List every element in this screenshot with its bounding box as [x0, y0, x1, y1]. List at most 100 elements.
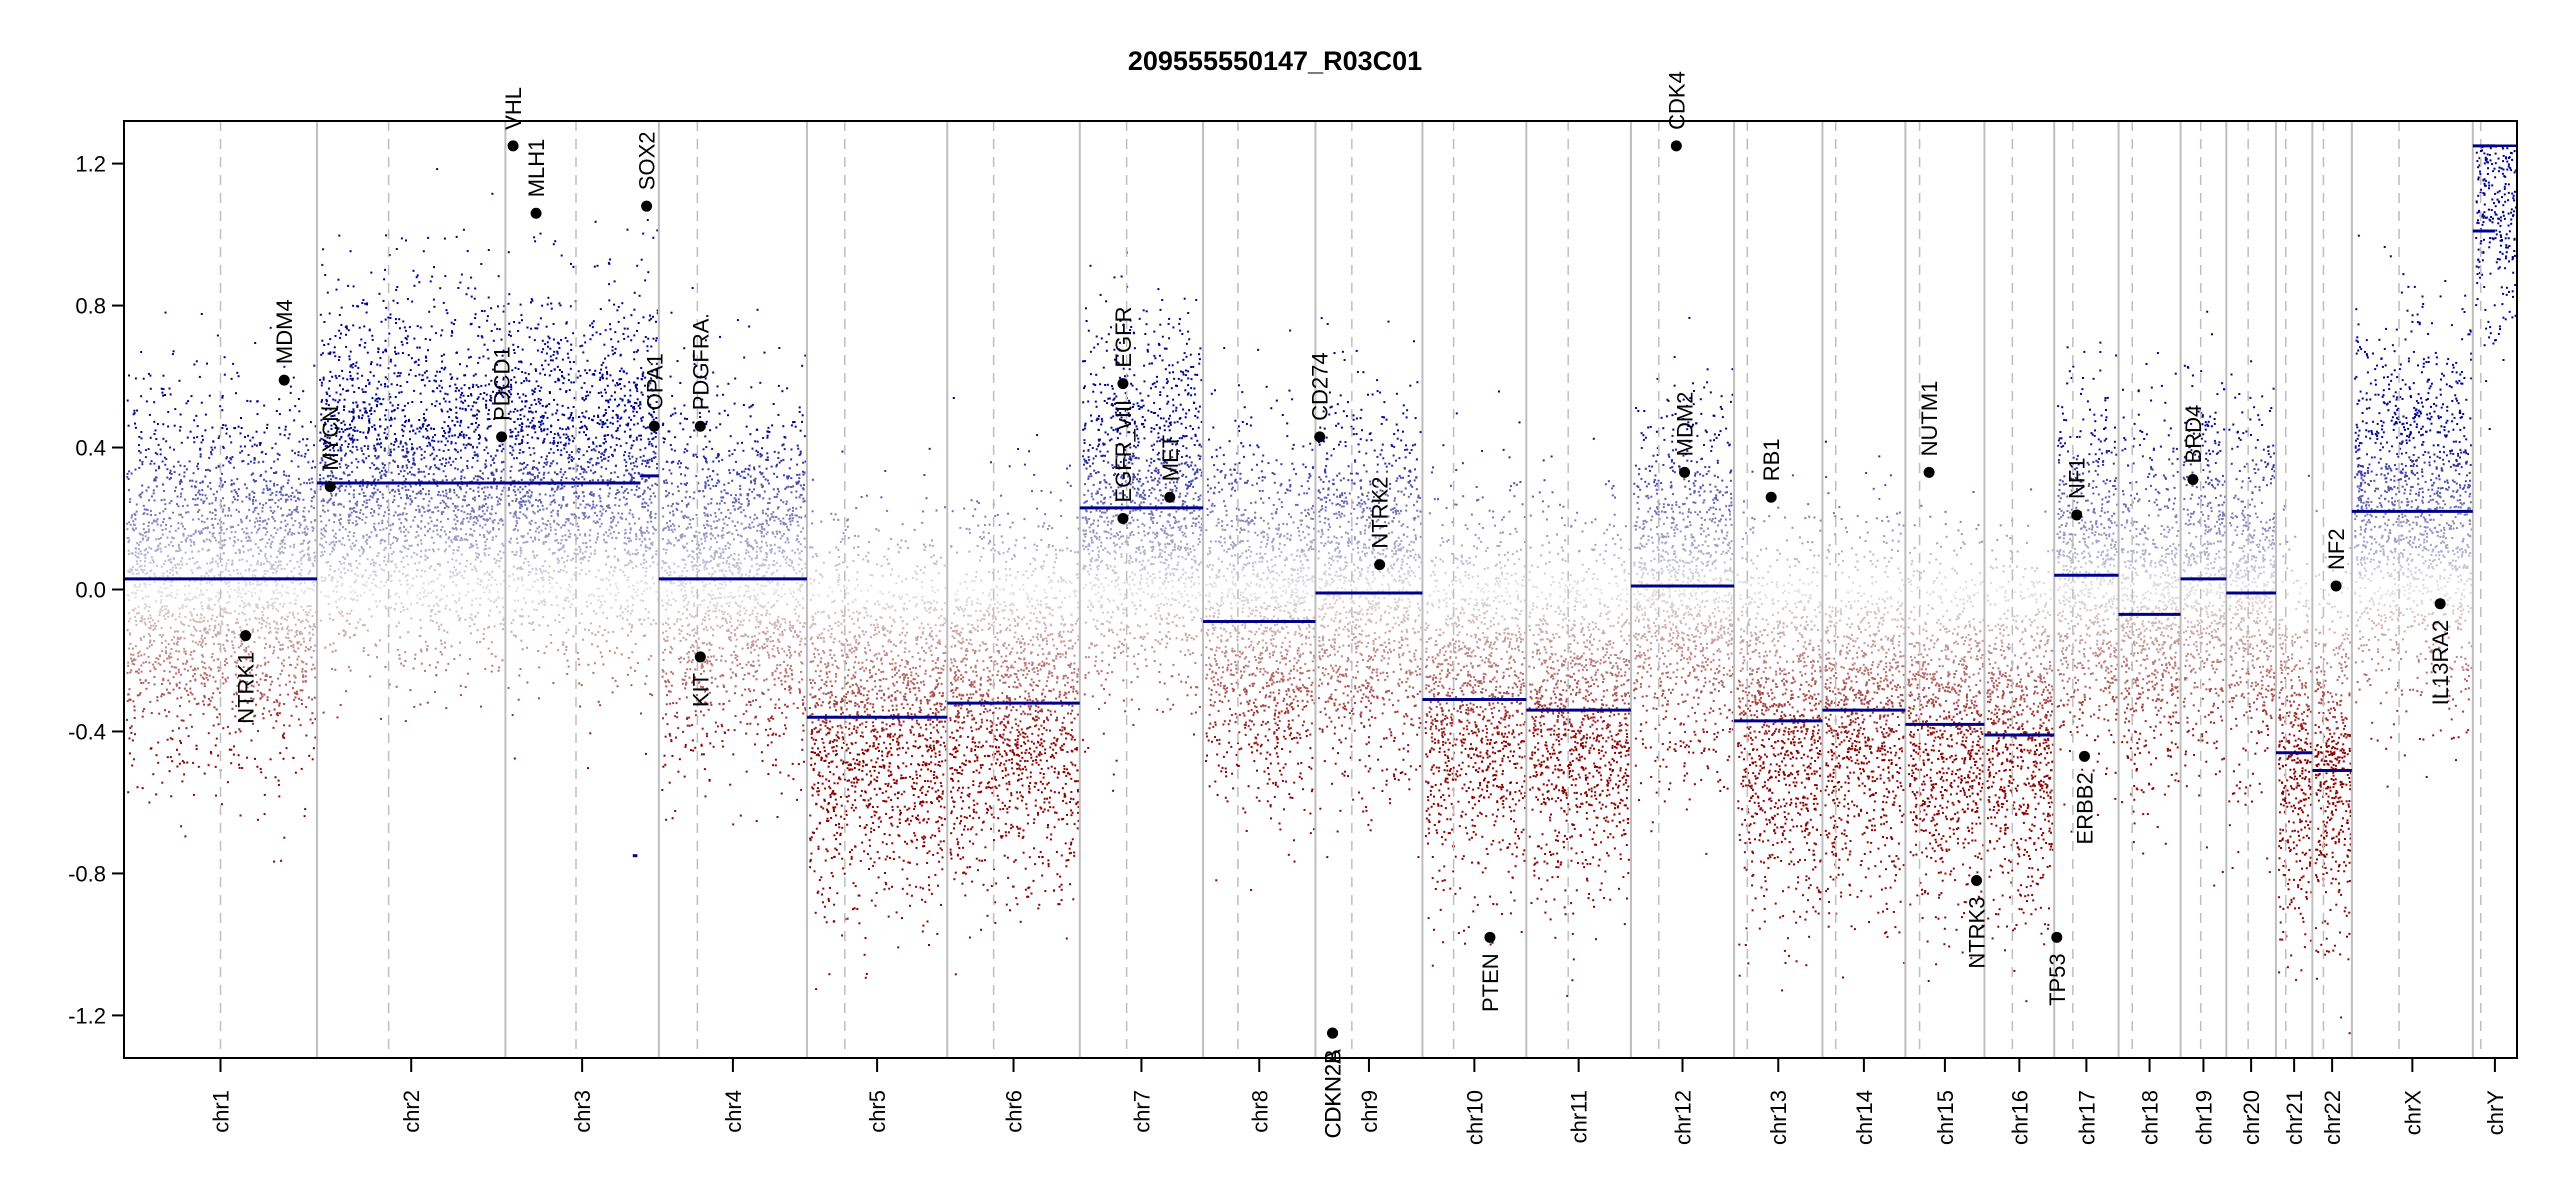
probe-point — [136, 624, 138, 626]
probe-point — [324, 511, 326, 513]
probe-point — [221, 545, 223, 547]
probe-point — [322, 509, 324, 511]
probe-point — [252, 628, 254, 630]
probe-point — [212, 561, 214, 563]
probe-point — [353, 599, 355, 601]
probe-point — [579, 345, 581, 347]
probe-point — [221, 621, 223, 623]
probe-point — [204, 527, 206, 529]
probe-point — [330, 493, 332, 495]
probe-point — [295, 500, 297, 502]
probe-point — [162, 484, 164, 486]
probe-point — [512, 714, 514, 716]
probe-point — [211, 518, 213, 520]
probe-point — [402, 344, 404, 346]
probe-point — [410, 526, 412, 528]
probe-point — [154, 499, 156, 501]
probe-point — [246, 515, 248, 517]
probe-point — [280, 527, 282, 529]
probe-point — [170, 500, 172, 502]
probe-point — [447, 561, 449, 563]
probe-point — [422, 587, 424, 589]
probe-point — [282, 648, 284, 650]
probe-point — [232, 560, 234, 562]
probe-point — [288, 437, 290, 439]
probe-point — [144, 653, 146, 655]
probe-point — [498, 528, 500, 530]
probe-point — [142, 534, 144, 536]
probe-point — [150, 388, 152, 390]
probe-point — [289, 560, 291, 562]
probe-point — [353, 496, 355, 498]
probe-point — [160, 524, 162, 526]
probe-point — [553, 399, 555, 401]
probe-point — [445, 400, 447, 402]
probe-point — [138, 612, 140, 614]
probe-point — [502, 628, 504, 630]
probe-point — [449, 385, 451, 387]
probe-point — [271, 598, 273, 600]
probe-point — [141, 461, 143, 463]
probe-point — [278, 780, 280, 782]
probe-point — [390, 529, 392, 531]
probe-point — [492, 539, 494, 541]
probe-point — [433, 542, 435, 544]
probe-point — [483, 505, 485, 507]
probe-point — [192, 675, 194, 677]
probe-point — [400, 611, 402, 613]
probe-point — [331, 668, 333, 670]
probe-point — [321, 538, 323, 540]
probe-point — [260, 590, 262, 592]
probe-point — [298, 451, 300, 453]
probe-point — [129, 634, 131, 636]
probe-point — [433, 428, 435, 430]
probe-point — [496, 488, 498, 490]
probe-point — [334, 515, 336, 517]
probe-point — [135, 547, 137, 549]
probe-point — [381, 520, 383, 522]
probe-point — [309, 557, 311, 559]
probe-point — [486, 446, 488, 448]
probe-point — [367, 445, 369, 447]
probe-point — [404, 405, 406, 407]
probe-point — [532, 568, 534, 570]
probe-point — [205, 628, 207, 630]
probe-point — [441, 329, 443, 331]
probe-point — [449, 576, 451, 578]
probe-point — [343, 562, 345, 564]
probe-point — [436, 529, 438, 531]
probe-point — [285, 426, 287, 428]
probe-point — [241, 521, 243, 523]
probe-point — [280, 521, 282, 523]
probe-point — [454, 434, 456, 436]
probe-point — [404, 470, 406, 472]
probe-point — [352, 440, 354, 442]
probe-point — [397, 489, 399, 491]
probe-point — [400, 372, 402, 374]
probe-point — [238, 728, 240, 730]
probe-point — [522, 648, 524, 650]
probe-point — [206, 589, 208, 591]
probe-point — [365, 391, 367, 393]
probe-point — [353, 416, 355, 418]
probe-point — [266, 424, 268, 426]
probe-point — [165, 312, 167, 314]
probe-point — [414, 658, 416, 660]
probe-point — [427, 592, 429, 594]
probe-point — [484, 548, 486, 550]
probe-point — [380, 718, 382, 720]
probe-point — [136, 589, 138, 591]
probe-point — [347, 465, 349, 467]
probe-point — [448, 506, 450, 508]
probe-point — [446, 479, 448, 481]
probe-point — [179, 682, 181, 684]
probe-point — [273, 861, 275, 863]
probe-point — [459, 593, 461, 595]
probe-point — [226, 602, 228, 604]
probe-point — [170, 393, 172, 395]
probe-point — [196, 567, 198, 569]
probe-point — [141, 671, 143, 673]
probe-point — [351, 471, 353, 473]
probe-point — [265, 553, 267, 555]
probe-point — [178, 547, 180, 549]
